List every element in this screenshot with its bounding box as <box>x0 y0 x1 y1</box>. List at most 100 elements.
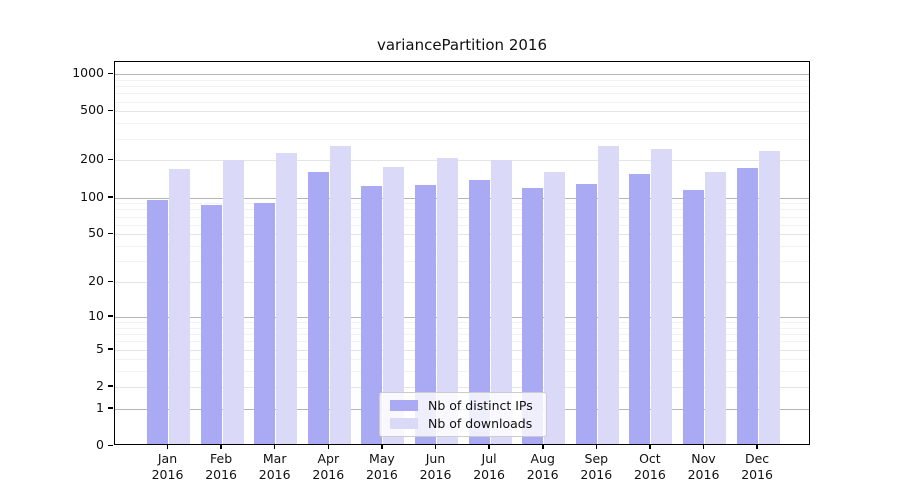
legend-entry-downloads: Nb of downloads <box>390 415 536 431</box>
bar-distinct-ips-jul <box>468 180 490 444</box>
y-tick-mark-2 <box>108 385 113 387</box>
x-tick-label-jul: Jul 2016 <box>473 451 505 482</box>
gridline-40 <box>115 246 809 247</box>
bar-distinct-ips-nov <box>683 190 704 444</box>
x-tick-label-oct: Oct 2016 <box>633 451 666 482</box>
gridline-9 <box>115 322 809 323</box>
x-tick-mark-jun <box>434 445 437 449</box>
y-tick-mark-10 <box>108 315 113 317</box>
x-tick-label-may: May 2016 <box>365 451 398 482</box>
plot-area: Nb of distinct IPs Nb of downloads <box>114 61 810 445</box>
x-tick-mark-apr <box>327 445 330 449</box>
x-tick-mark-aug <box>542 445 544 449</box>
bar-downloads-apr <box>329 146 351 444</box>
gridline-1000 <box>115 74 809 75</box>
y-tick-mark-200 <box>108 158 113 161</box>
gridline-2 <box>115 386 809 388</box>
y-tick-label-20: 20 <box>88 273 104 289</box>
gridline-4 <box>115 359 809 361</box>
x-tick-label-nov: Nov 2016 <box>687 451 720 482</box>
x-tick-label-sep: Sep 2016 <box>580 451 613 482</box>
bar-downloads-mar <box>276 153 298 444</box>
gridline-400 <box>115 123 809 125</box>
gridline-200 <box>115 160 809 162</box>
legend-swatch-downloads <box>390 417 418 429</box>
y-tick-mark-500 <box>108 109 113 112</box>
gridline-6 <box>115 341 809 343</box>
legend-label-downloads: Nb of downloads <box>428 415 533 431</box>
y-tick-label-5: 5 <box>96 340 104 356</box>
bar-distinct-ips-may <box>361 186 383 444</box>
gridline-100 <box>115 197 809 199</box>
gridline-800 <box>115 86 809 87</box>
bar-downloads-jun <box>437 158 458 444</box>
x-tick-label-dec: Dec 2016 <box>741 451 773 482</box>
gridline-5 <box>115 349 809 351</box>
legend-swatch-distinct-ips <box>390 399 418 411</box>
gridline-600 <box>115 101 809 103</box>
gridline-10 <box>115 316 809 318</box>
x-tick-label-mar: Mar 2016 <box>258 451 291 482</box>
legend-entry-distinct-ips: Nb of distinct IPs <box>390 397 536 413</box>
y-tick-mark-1 <box>108 407 113 409</box>
chart-title: variancePartition 2016 <box>376 36 548 54</box>
x-tick-mark-nov <box>702 445 705 449</box>
gridline-90 <box>115 203 809 205</box>
x-tick-mark-jan <box>166 445 169 449</box>
x-tick-label-aug: Aug 2016 <box>526 451 559 482</box>
y-tick-mark-100 <box>108 196 113 198</box>
x-tick-mark-mar <box>273 445 276 449</box>
bar-distinct-ips-dec <box>736 168 758 444</box>
y-tick-mark-1000 <box>108 72 113 74</box>
y-tick-label-1: 1 <box>96 399 104 415</box>
x-tick-mark-jul <box>488 445 490 449</box>
y-tick-label-200: 200 <box>80 151 104 167</box>
gridline-60 <box>115 224 809 226</box>
x-tick-mark-sep <box>595 445 597 449</box>
bar-distinct-ips-aug <box>522 188 544 444</box>
bar-downloads-jul <box>490 160 512 444</box>
y-tick-label-0: 0 <box>96 437 104 452</box>
gridline-8 <box>115 327 809 329</box>
x-tick-label-jan: Jan 2016 <box>151 451 184 482</box>
y-tick-label-50: 50 <box>88 225 104 241</box>
bar-distinct-ips-feb <box>200 204 222 444</box>
bar-downloads-feb <box>222 160 244 444</box>
bar-downloads-oct <box>651 149 673 444</box>
bar-downloads-sep <box>597 146 619 444</box>
bar-distinct-ips-oct <box>629 173 651 444</box>
gridline-50 <box>115 234 809 236</box>
y-tick-mark-50 <box>108 232 113 235</box>
legend-label-distinct-ips: Nb of distinct IPs <box>428 397 533 413</box>
legend: Nb of distinct IPs Nb of downloads <box>379 392 547 437</box>
x-tick-label-jun: Jun 2016 <box>419 451 452 482</box>
gridline-20 <box>115 282 809 284</box>
y-tick-label-500: 500 <box>80 102 104 118</box>
bar-distinct-ips-jun <box>415 184 436 444</box>
y-tick-mark-5 <box>108 348 113 350</box>
bar-distinct-ips-mar <box>254 202 276 444</box>
gridline-300 <box>115 138 809 140</box>
gridline-7 <box>115 334 809 335</box>
gridline-3 <box>115 371 809 373</box>
bar-downloads-aug <box>544 172 566 444</box>
gridline-30 <box>115 261 809 263</box>
bar-downloads-may <box>383 167 405 444</box>
x-tick-mark-dec <box>756 445 758 449</box>
bar-downloads-jan <box>169 169 190 444</box>
gridline-700 <box>115 93 809 95</box>
bar-downloads-dec <box>758 151 780 444</box>
x-tick-mark-feb <box>220 445 222 449</box>
bar-distinct-ips-jan <box>147 199 168 444</box>
gridline-80 <box>115 209 809 211</box>
gridline-500 <box>115 111 809 113</box>
bar-distinct-ips-sep <box>575 184 597 444</box>
y-tick-label-10: 10 <box>88 307 104 323</box>
x-tick-mark-oct <box>649 445 651 449</box>
x-tick-label-apr: Apr 2016 <box>312 451 345 482</box>
bar-downloads-nov <box>705 172 726 444</box>
y-tick-mark-0 <box>108 444 113 446</box>
y-tick-label-2: 2 <box>96 377 104 393</box>
bar-distinct-ips-apr <box>307 172 329 444</box>
